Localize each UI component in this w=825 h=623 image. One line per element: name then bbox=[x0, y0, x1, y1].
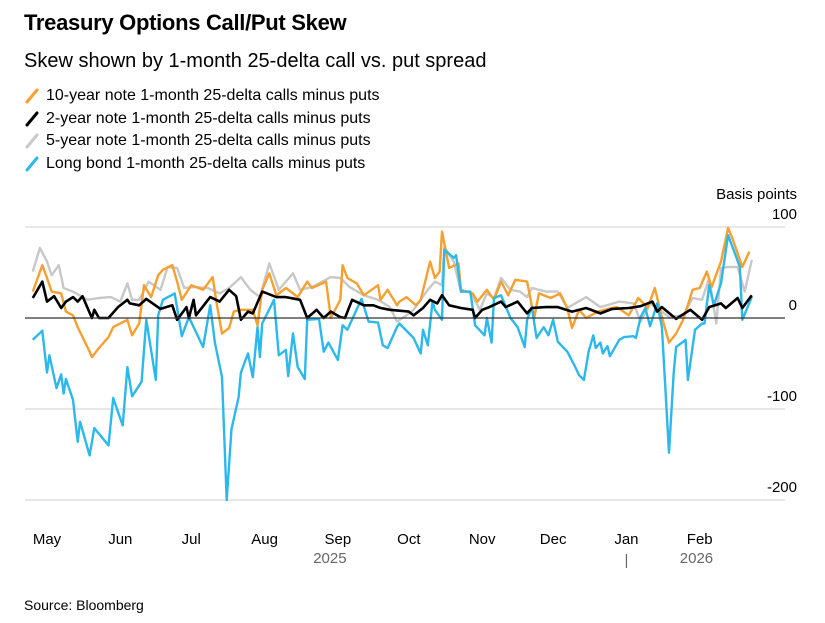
legend-item: 10-year note 1-month 25-delta calls minu… bbox=[24, 85, 380, 108]
x-tick-label: Oct bbox=[397, 531, 421, 548]
x-tick-label: Jun bbox=[108, 531, 132, 548]
legend-swatch-icon bbox=[25, 88, 39, 104]
legend-item: 5-year note 1-month 25-delta calls minus… bbox=[24, 130, 380, 153]
x-tick-label: Sep bbox=[325, 531, 352, 548]
chart-subtitle: Skew shown by 1-month 25-delta call vs. … bbox=[24, 50, 487, 72]
legend-label: 10-year note 1-month 25-delta calls minu… bbox=[46, 87, 380, 105]
legend-swatch-icon bbox=[25, 133, 39, 149]
chart-title: Treasury Options Call/Put Skew bbox=[24, 10, 347, 35]
y-tick-label: -200 bbox=[767, 479, 797, 496]
x-tick-label: Jul bbox=[182, 531, 201, 548]
legend-swatch-icon bbox=[25, 111, 39, 127]
year-label: 2026 bbox=[680, 550, 713, 567]
legend-label: Long bond 1-month 25-delta calls minus p… bbox=[46, 154, 366, 172]
y-tick-label: 0 bbox=[789, 297, 797, 314]
series-line bbox=[31, 280, 753, 322]
source-note: Source: Bloomberg bbox=[24, 597, 144, 613]
x-tick-label: May bbox=[33, 531, 62, 548]
x-tick-label: Jan bbox=[614, 531, 638, 548]
year-label: 2025 bbox=[313, 550, 346, 567]
x-tick-label: Dec bbox=[540, 531, 567, 548]
series-line bbox=[31, 226, 751, 359]
legend-item: Long bond 1-month 25-delta calls minus p… bbox=[24, 153, 380, 176]
x-tick-label: Feb bbox=[687, 531, 713, 548]
series-line bbox=[31, 234, 753, 502]
legend-label: 2-year note 1-month 25-delta calls minus… bbox=[46, 109, 371, 127]
legend-item: 2-year note 1-month 25-delta calls minus… bbox=[24, 108, 380, 131]
x-tick-label: Aug bbox=[251, 531, 278, 548]
legend-swatch-icon bbox=[25, 156, 39, 172]
y-tick-label: -100 bbox=[767, 388, 797, 405]
y-tick-label: 100 bbox=[772, 206, 797, 223]
y-axis-label: Basis points bbox=[716, 186, 797, 203]
x-tick-label: Nov bbox=[469, 531, 496, 548]
year-separator: | bbox=[624, 552, 628, 569]
legend-label: 5-year note 1-month 25-delta calls minus… bbox=[46, 132, 371, 150]
legend: 10-year note 1-month 25-delta calls minu… bbox=[24, 85, 380, 175]
